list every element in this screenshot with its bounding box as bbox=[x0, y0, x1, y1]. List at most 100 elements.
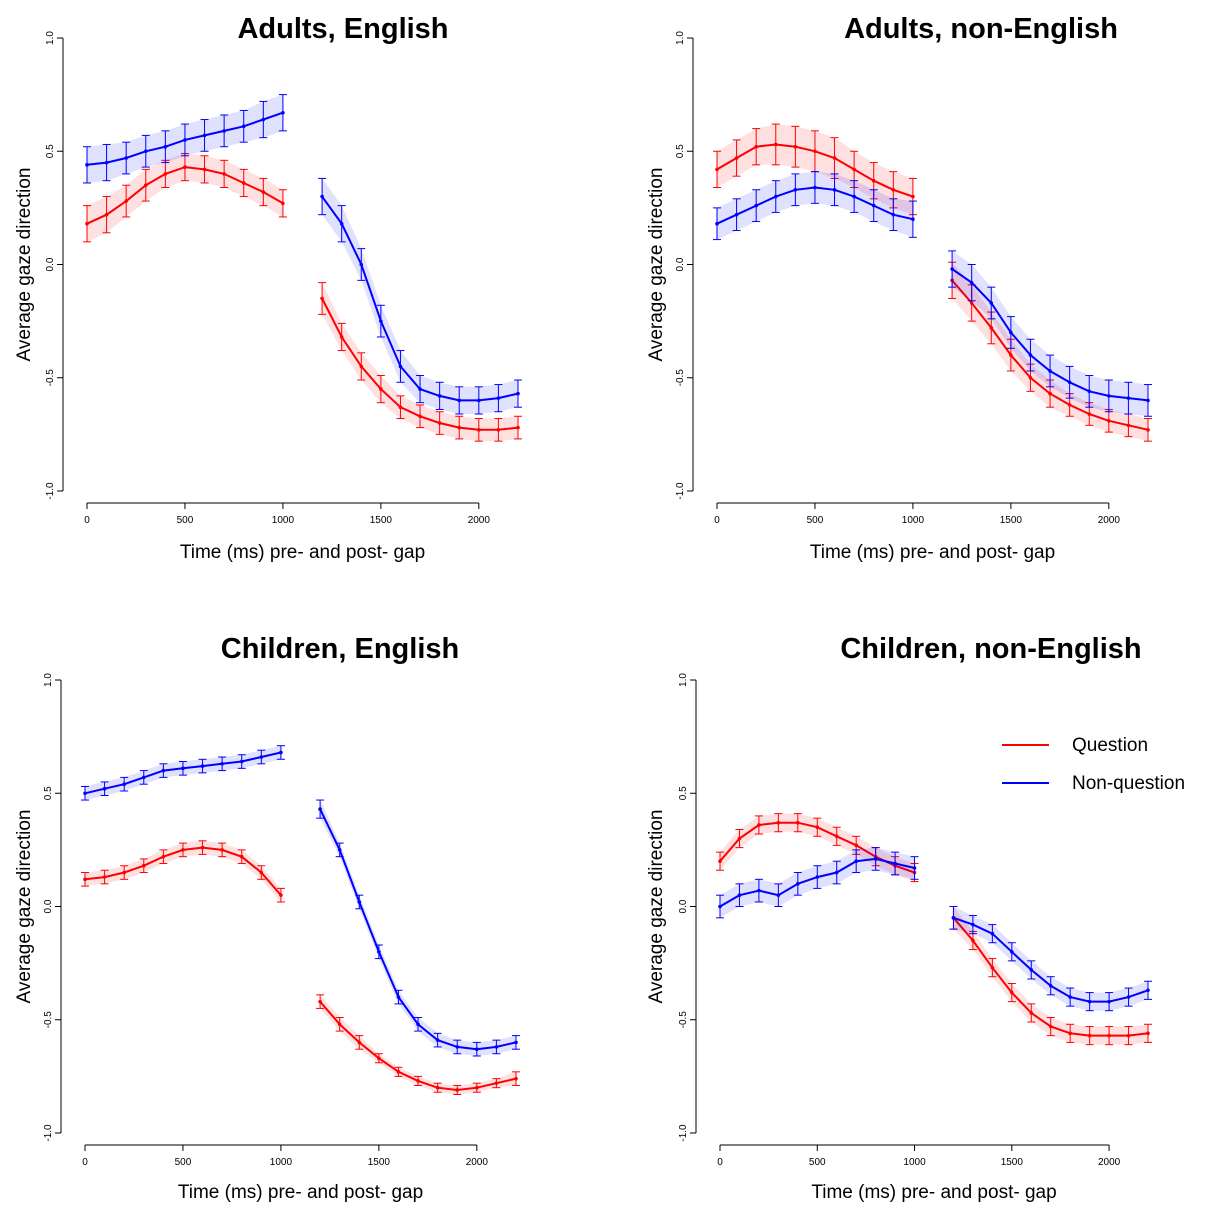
data-point bbox=[163, 144, 168, 149]
data-point bbox=[494, 1081, 499, 1085]
data-point bbox=[320, 296, 324, 301]
data-point bbox=[815, 875, 820, 879]
series-non-question bbox=[713, 171, 1152, 417]
y-tick-label: 0.0 bbox=[45, 257, 56, 271]
data-point bbox=[734, 212, 739, 217]
data-point bbox=[83, 877, 87, 882]
y-tick-label: 0.5 bbox=[675, 144, 686, 158]
data-point bbox=[396, 995, 401, 999]
data-point bbox=[1068, 995, 1072, 999]
x-tick-label: 500 bbox=[807, 515, 824, 526]
data-point bbox=[891, 187, 896, 192]
data-point bbox=[1146, 988, 1150, 993]
y-axis-label: Average gaze direction bbox=[646, 810, 667, 1004]
data-point bbox=[143, 183, 148, 188]
series-question bbox=[713, 123, 1152, 442]
data-point bbox=[85, 221, 89, 226]
data-point bbox=[398, 405, 403, 409]
series-question bbox=[81, 840, 520, 1095]
data-point bbox=[1067, 403, 1072, 407]
y-tick-label: -1.0 bbox=[43, 1124, 54, 1142]
data-point bbox=[971, 938, 975, 943]
data-point bbox=[1048, 983, 1053, 988]
data-point bbox=[734, 156, 739, 160]
data-point bbox=[85, 163, 89, 167]
data-point bbox=[141, 775, 146, 780]
x-tick-label: 2000 bbox=[1098, 1157, 1121, 1168]
data-point bbox=[259, 870, 264, 875]
data-point bbox=[1107, 999, 1111, 1004]
data-point bbox=[796, 820, 800, 825]
series-line bbox=[319, 808, 517, 1051]
data-point bbox=[715, 167, 719, 172]
x-tick-label: 1000 bbox=[902, 515, 925, 526]
y-tick-label: 1.0 bbox=[675, 31, 686, 45]
legend-label: Non-question bbox=[1072, 773, 1185, 794]
data-point bbox=[496, 428, 501, 432]
data-point bbox=[261, 190, 266, 194]
data-point bbox=[1028, 375, 1033, 380]
data-point bbox=[359, 364, 364, 369]
x-tick-label: 1500 bbox=[1001, 1157, 1024, 1168]
data-point bbox=[757, 888, 761, 893]
data-point bbox=[222, 172, 226, 176]
data-point bbox=[477, 398, 481, 403]
data-point bbox=[104, 160, 109, 165]
data-point bbox=[161, 854, 166, 859]
data-point bbox=[220, 762, 224, 766]
data-point bbox=[455, 1088, 460, 1092]
data-point bbox=[813, 185, 817, 190]
data-point bbox=[871, 178, 876, 183]
data-point bbox=[989, 326, 994, 330]
x-tick-label: 2000 bbox=[1098, 515, 1121, 526]
data-point bbox=[1146, 398, 1150, 403]
x-axis-label: Time (ms) pre- and post- gap bbox=[811, 1182, 1056, 1203]
y-tick-label: -0.5 bbox=[43, 1011, 54, 1029]
data-point bbox=[104, 212, 109, 217]
x-tick-label: 0 bbox=[84, 515, 90, 526]
data-point bbox=[1126, 423, 1131, 428]
x-tick-label: 1500 bbox=[1000, 515, 1023, 526]
data-point bbox=[357, 1040, 362, 1045]
data-point bbox=[969, 280, 974, 285]
data-point bbox=[398, 364, 403, 369]
x-axis-label: Time (ms) pre- and post- gap bbox=[178, 1182, 423, 1203]
data-point bbox=[1126, 995, 1131, 999]
data-point bbox=[1028, 353, 1033, 357]
data-point bbox=[718, 859, 722, 863]
data-point bbox=[516, 425, 520, 430]
data-point bbox=[951, 916, 956, 920]
data-point bbox=[971, 922, 975, 927]
legend: Question Non-question bbox=[1002, 735, 1185, 794]
data-point bbox=[514, 1076, 518, 1081]
data-point bbox=[337, 1022, 342, 1027]
chart-panel-1: Adults, English 0 500 1000 1500 2000 -1.0 -0.5 0… bbox=[14, 13, 522, 563]
data-point bbox=[1087, 389, 1092, 394]
series-non-question bbox=[83, 94, 522, 415]
data-point bbox=[475, 1047, 479, 1051]
data-point bbox=[183, 165, 187, 169]
data-point bbox=[1067, 380, 1072, 385]
data-point bbox=[241, 181, 246, 185]
data-point bbox=[418, 387, 422, 391]
data-point bbox=[776, 893, 781, 897]
data-point bbox=[239, 854, 244, 859]
chart-title: Children, English bbox=[221, 633, 459, 665]
data-point bbox=[1107, 418, 1111, 423]
chart-title: Adults, English bbox=[237, 13, 448, 45]
y-axis-label: Average gaze direction bbox=[14, 168, 35, 362]
data-point bbox=[754, 144, 758, 149]
data-point bbox=[181, 766, 185, 771]
data-point bbox=[1087, 412, 1092, 416]
data-point bbox=[202, 167, 207, 172]
data-point bbox=[990, 931, 995, 936]
x-tick-label: 500 bbox=[175, 1157, 192, 1168]
y-tick-label: 0.0 bbox=[43, 899, 54, 913]
data-point bbox=[852, 194, 856, 199]
data-point bbox=[871, 203, 876, 208]
data-point bbox=[832, 156, 837, 160]
series-question bbox=[716, 813, 1152, 1046]
data-point bbox=[437, 421, 442, 425]
data-point bbox=[1048, 391, 1052, 396]
